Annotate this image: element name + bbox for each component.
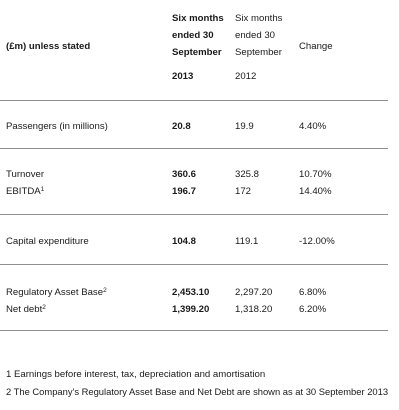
row-rab-change: 6.80% [299,287,327,298]
header-2012-line2: ended 30 [235,30,276,41]
row-turnover-2012: 325.8 [235,169,260,180]
row-turnover-change: 10.70% [299,169,332,180]
row-rab-2012: 2,297.20 [235,287,273,298]
footnote-2: 2 The Company's Regulatory Asset Base an… [6,386,389,397]
footnote-1: 1 Earnings before interest, tax, depreci… [6,369,266,380]
divider-capex [0,264,388,265]
footnote-ref-1: 1 [40,186,45,193]
row-net-debt-2013: 1,399.20 [172,304,210,315]
row-capex-change: -12.00% [299,236,335,247]
row-turnover-label: Turnover [6,169,45,180]
row-passengers-2012: 19.9 [235,121,254,132]
header-2012-line1: Six months [235,13,283,24]
row-turnover-2013: 360.6 [172,169,197,180]
header-2013-line2: ended 30 [172,30,214,41]
row-capex-2013: 104.8 [172,236,197,247]
row-net-debt-label: Net debt2 [6,304,46,315]
row-rab-2013: 2,453.10 [172,287,210,298]
header-label: (£m) unless stated [6,41,91,52]
row-ebitda-2013: 196.7 [172,186,197,197]
header-2012-line3: September [235,47,282,58]
header-2013-year: 2013 [172,71,194,82]
row-net-debt-change: 6.20% [299,304,327,315]
divider-header [0,100,388,101]
divider-passengers [0,148,388,149]
row-passengers-change: 4.40% [299,121,327,132]
row-capex-label: Capital expenditure [6,236,89,247]
row-capex-2012: 119.1 [235,236,259,247]
header-2013-line3: September [172,47,222,58]
footnote-ref-2b: 2 [42,304,46,311]
divider-net-debt [0,330,388,331]
row-net-debt-2012: 1,318.20 [235,304,273,315]
header-change: Change [299,41,333,52]
header-2012-year: 2012 [235,71,257,82]
row-ebitda-change: 14.40% [299,186,332,197]
row-passengers-label: Passengers (in millions) [6,121,108,132]
header-2013-line1: Six months [172,13,224,24]
row-rab-label: Regulatory Asset Base2 [6,287,107,298]
footnote-ref-2: 2 [103,287,107,294]
row-ebitda-label: EBITDA1 [6,186,45,197]
row-passengers-2013: 20.8 [172,121,191,132]
divider-ebitda [0,214,388,215]
row-ebitda-2012: 172 [235,186,252,197]
